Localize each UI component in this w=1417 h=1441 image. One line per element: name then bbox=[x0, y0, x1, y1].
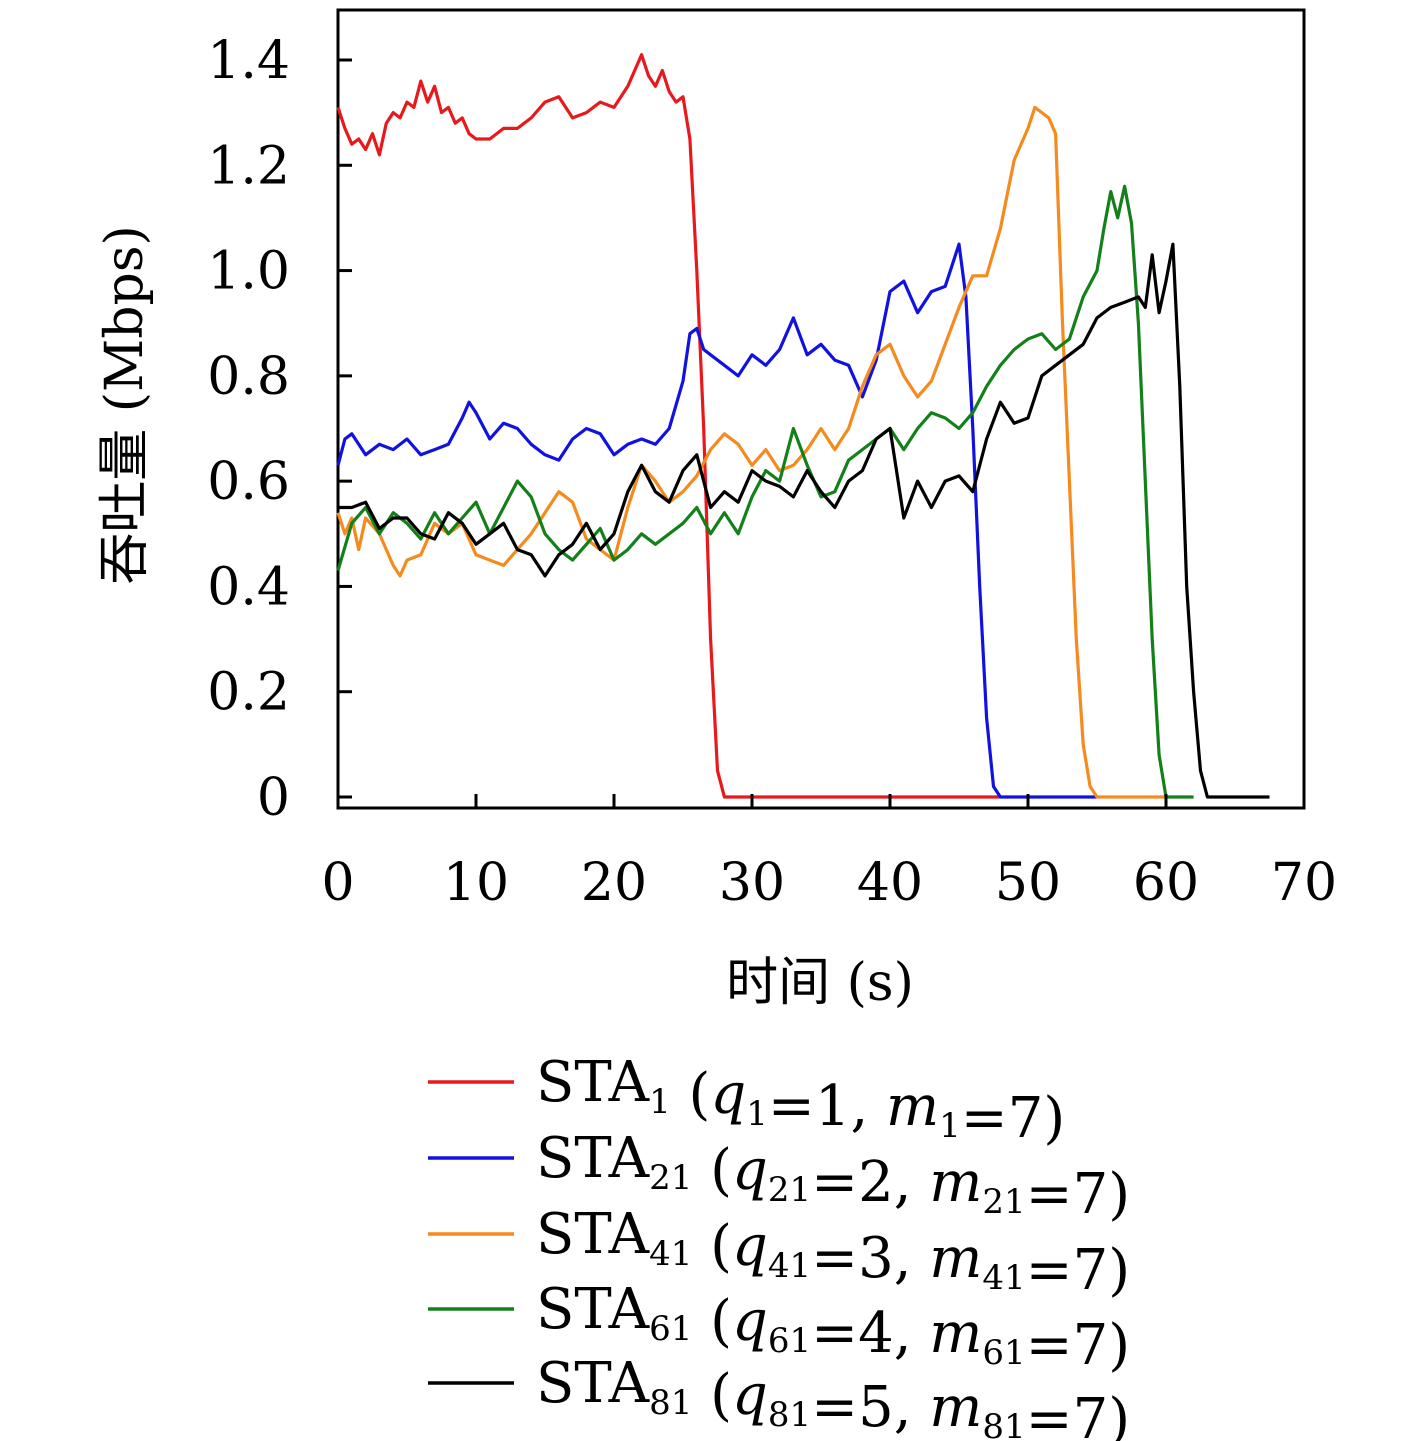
legend: STA1 (q1=1, m1=7)STA21 (q21=2, m21=7)STA… bbox=[428, 1050, 1130, 1441]
y-tick-label: 1.2 bbox=[207, 136, 290, 196]
y-tick-label: 0.2 bbox=[207, 663, 290, 723]
y-axis-label: 吞吐量 (Mbps) bbox=[95, 225, 155, 585]
y-tick-label: 1.0 bbox=[207, 242, 290, 302]
legend-item: STA41 (q41=3, m41=7) bbox=[428, 1202, 1130, 1303]
plot-frame bbox=[336, 8, 1306, 810]
legend-item: STA21 (q21=2, m21=7) bbox=[428, 1126, 1130, 1227]
x-tick-label: 10 bbox=[443, 853, 509, 913]
x-tick-label: 0 bbox=[321, 853, 354, 913]
y-tick-label: 0.8 bbox=[207, 347, 290, 407]
series-line-5 bbox=[338, 242, 1270, 799]
y-tick-label: 0.4 bbox=[207, 557, 290, 617]
x-tick-label: 70 bbox=[1271, 853, 1337, 913]
legend-item: STA81 (q81=5, m81=7) bbox=[428, 1351, 1130, 1441]
y-tick-label: 0 bbox=[257, 768, 290, 828]
y-tick-label: 1.4 bbox=[207, 31, 290, 91]
x-tick-label: 40 bbox=[857, 853, 923, 913]
x-axis-label: 时间 (s) bbox=[726, 953, 914, 1013]
legend-label: STA1 (q1=1, m1=7) bbox=[536, 1050, 1065, 1151]
x-tick-label: 30 bbox=[719, 853, 785, 913]
x-tick-label: 60 bbox=[1133, 853, 1199, 913]
series-line-1 bbox=[336, 53, 1001, 799]
series-line-2 bbox=[336, 242, 1097, 799]
series-line-4 bbox=[336, 184, 1194, 799]
x-tick-label: 20 bbox=[581, 853, 647, 913]
series-line-3 bbox=[336, 105, 1166, 799]
legend-label: STA61 (q61=4, m61=7) bbox=[536, 1277, 1130, 1378]
legend-label: STA81 (q81=5, m81=7) bbox=[536, 1351, 1130, 1441]
legend-label: STA21 (q21=2, m21=7) bbox=[536, 1126, 1130, 1227]
legend-item: STA1 (q1=1, m1=7) bbox=[428, 1050, 1065, 1151]
legend-item: STA61 (q61=4, m61=7) bbox=[428, 1277, 1130, 1378]
legend-label: STA41 (q41=3, m41=7) bbox=[536, 1202, 1130, 1303]
y-tick-label: 0.6 bbox=[207, 452, 290, 512]
x-tick-label: 50 bbox=[995, 853, 1061, 913]
